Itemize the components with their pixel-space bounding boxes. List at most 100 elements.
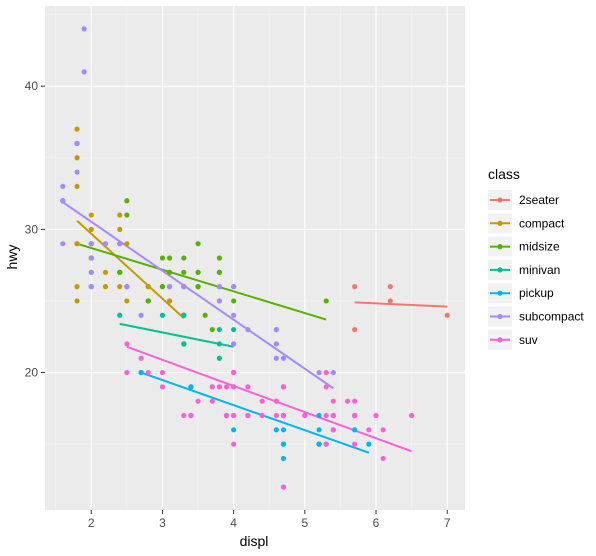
point-subcompact [88,255,94,261]
fit-line-midsize [76,242,327,321]
legend-label: minivan [519,263,560,277]
point-suv [159,384,166,390]
point-suv [223,384,230,390]
point-subcompact [216,284,223,290]
point-suv [209,384,215,390]
x-tick-label: 3 [159,516,166,530]
point-subcompact [88,284,94,290]
point-compact [74,241,80,247]
point-subcompact [81,69,87,75]
point-suv [245,384,251,390]
legend-item-subcompact: subcompact [488,306,584,327]
legend-key-point [497,337,503,343]
point-pickup [231,427,237,433]
point-compact [117,226,123,232]
point-suv [380,427,386,433]
point-midsize [202,312,208,318]
legend-item-compact: compact [488,213,565,234]
point-2seater [444,312,450,318]
point-midsize [231,298,237,304]
point-suv [323,441,329,447]
point-minivan [181,341,187,347]
point-minivan [216,355,223,361]
point-midsize [323,298,329,304]
point-suv [352,412,358,419]
legend-title: class [488,166,520,182]
point-compact [88,212,94,218]
legend-item-2seater: 2seater [488,190,559,210]
point-compact [124,241,130,247]
point-suv [231,369,237,376]
point-pickup [316,427,322,433]
point-compact [74,155,80,161]
point-subcompact [316,369,322,376]
point-suv [124,369,130,376]
y-axis-ticks: 20 30 40 [25,79,45,380]
point-midsize [209,326,215,333]
point-compact [88,226,94,232]
point-compact [74,183,80,190]
point-suv [323,384,329,390]
x-axis-title: displ [240,533,269,549]
point-compact [102,269,109,275]
data-points [60,26,450,490]
point-suv [330,427,336,433]
legend-label: suv [519,333,538,347]
point-subcompact [273,355,279,361]
point-suv [302,412,308,419]
point-suv [330,412,336,419]
legend-key-point [497,244,503,250]
point-subcompact [231,341,237,347]
point-pickup [352,427,358,433]
point-suv [138,355,144,361]
point-midsize [181,269,187,275]
legend-key-point [497,220,503,226]
x-axis-ticks: 2 3 4 5 6 7 [88,510,451,530]
legend-key-point [497,267,503,273]
fit-line-2seater [354,301,448,308]
point-midsize [181,255,187,261]
grid-major [45,6,465,510]
point-suv [366,427,372,433]
point-suv [273,398,279,404]
point-subcompact [231,312,237,318]
point-suv [373,412,379,419]
watermark: 知乎 @生物寒若寂 [470,520,586,537]
point-suv [259,412,265,419]
x-tick-label: 7 [444,516,451,530]
point-subcompact [60,198,66,204]
point-midsize [195,269,201,275]
point-subcompact [273,341,279,347]
point-midsize [195,284,201,290]
point-midsize [159,284,166,290]
point-suv [323,412,329,419]
point-midsize [166,269,173,275]
fit-lines [62,201,448,454]
x-tick-label: 4 [230,516,237,530]
point-2seater [352,284,358,290]
point-suv [344,398,351,404]
point-suv [352,398,358,404]
point-suv [280,384,287,390]
fit-line-pickup [140,371,370,454]
point-subcompact [60,183,66,190]
point-subcompact [231,284,237,290]
point-midsize [216,255,223,261]
legend-label: 2seater [519,193,559,207]
legend-label: subcompact [519,310,584,324]
grid-minor [45,6,465,510]
point-suv [231,441,237,447]
point-subcompact [138,312,144,318]
point-suv [145,369,151,376]
fit-line-subcompact [62,201,334,390]
point-suv [409,412,415,419]
point-subcompact [330,369,336,376]
point-2seater [352,326,358,333]
point-subcompact [124,284,130,290]
point-compact [74,284,80,290]
fit-line-minivan [119,322,234,348]
point-suv [181,412,187,419]
legend-item-suv: suv [488,329,538,350]
plot-panel [45,6,465,510]
